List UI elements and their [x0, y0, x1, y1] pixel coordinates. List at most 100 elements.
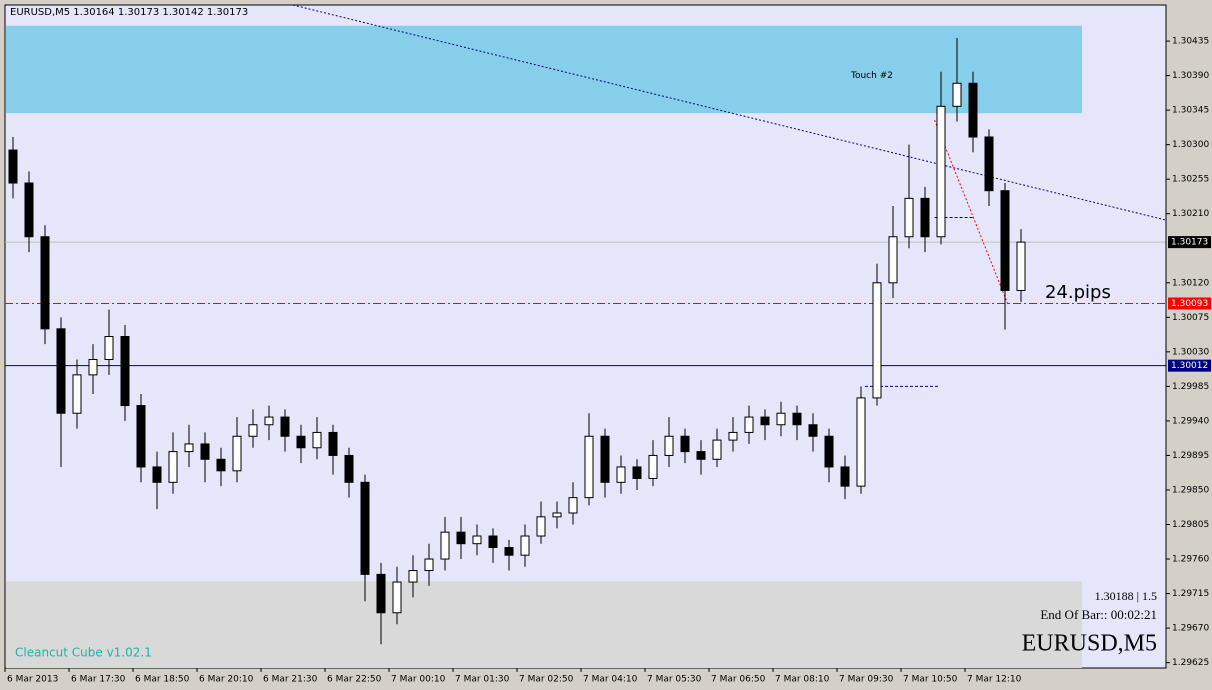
- candle-body: [392, 581, 402, 614]
- candle-body: [616, 466, 626, 483]
- price-box-label: 1.30012: [1171, 361, 1208, 371]
- candle-body: [408, 570, 418, 583]
- candle-body: [120, 336, 130, 407]
- candle-body: [792, 412, 802, 426]
- candle-body: [312, 431, 322, 449]
- candle-body: [568, 497, 578, 514]
- candle-body: [504, 547, 514, 556]
- candle-body: [840, 466, 850, 487]
- x-tick-label: 7 Mar 04:10: [583, 675, 638, 685]
- price-box: [1168, 297, 1211, 310]
- candle-body: [552, 512, 562, 518]
- y-tick-label: 1.29985: [1172, 382, 1209, 392]
- y-tick-label: 1.29940: [1172, 416, 1209, 426]
- x-tick-label: 7 Mar 10:50: [903, 675, 958, 685]
- y-tick-label: 1.30300: [1172, 140, 1209, 150]
- x-tick-label: 6 Mar 20:10: [199, 675, 254, 685]
- candle-body: [344, 454, 354, 483]
- candle-body: [200, 443, 210, 460]
- candle-body: [600, 435, 610, 483]
- candle-body: [280, 416, 290, 437]
- price-box: [1168, 236, 1211, 249]
- candle-body: [72, 374, 82, 414]
- zone-label: Touch #2: [850, 71, 893, 81]
- indicator-label: Cleancut Cube v1.02.1: [15, 646, 152, 660]
- candle-body: [760, 416, 770, 426]
- candle-body: [520, 535, 530, 556]
- y-tick-label: 1.29670: [1172, 624, 1209, 634]
- candle-body: [56, 328, 66, 414]
- y-tick-label: 1.30120: [1172, 278, 1209, 288]
- x-tick-label: 6 Mar 17:30: [71, 675, 126, 685]
- candle-body: [888, 236, 898, 284]
- x-tick-label: 7 Mar 08:10: [775, 675, 830, 685]
- candle-body: [1000, 190, 1010, 291]
- y-tick-label: 1.29760: [1172, 555, 1209, 565]
- zone: [6, 581, 1082, 668]
- x-tick-label: 7 Mar 01:30: [455, 675, 510, 685]
- candle-body: [360, 481, 370, 575]
- bar-timer: End Of Bar:: 00:02:21: [1040, 607, 1157, 622]
- candle-body: [1016, 241, 1026, 291]
- trend-line: [934, 119, 1009, 306]
- candle-body: [776, 412, 786, 426]
- x-tick-label: 6 Mar 21:30: [263, 675, 318, 685]
- candle-body: [248, 424, 258, 437]
- candle-body: [920, 197, 930, 238]
- candle-body: [904, 197, 914, 238]
- x-tick-label: 6 Mar 18:50: [135, 675, 190, 685]
- x-tick-label: 7 Mar 05:30: [647, 675, 702, 685]
- candle-body: [168, 451, 178, 483]
- candle-body: [184, 443, 194, 453]
- y-tick-label: 1.30030: [1172, 347, 1209, 357]
- symbol-label: EURUSD,M5: [1022, 631, 1157, 657]
- axes: 1.30435 1.30390 1.30345 1.30300 1.30255 1.302…: [4, 5, 1211, 685]
- x-tick-label: 7 Mar 09:30: [839, 675, 894, 685]
- candle-body: [952, 82, 962, 107]
- candle-body: [376, 573, 386, 614]
- candle-body: [536, 516, 546, 537]
- y-tick-label: 1.29850: [1172, 485, 1209, 495]
- candle-body: [88, 359, 98, 376]
- candle-body: [664, 435, 674, 456]
- candle-body: [968, 82, 978, 138]
- x-tick-label: 7 Mar 06:50: [711, 675, 766, 685]
- y-tick-label: 1.30075: [1172, 313, 1209, 323]
- candle-body: [872, 282, 882, 399]
- candle-body: [40, 236, 50, 330]
- zone: [6, 25, 1082, 114]
- y-tick-label: 1.29715: [1172, 589, 1209, 599]
- candle-body: [824, 435, 834, 468]
- candle-body: [8, 149, 18, 184]
- candle-body: [456, 531, 466, 545]
- candle-body: [424, 558, 434, 572]
- candle-body: [264, 416, 274, 426]
- candle-body: [136, 405, 146, 468]
- candle-body: [648, 454, 658, 479]
- y-tick-label: 1.30390: [1172, 71, 1209, 81]
- y-tick-label: 1.29805: [1172, 520, 1209, 530]
- candle-body: [808, 424, 818, 437]
- candle-body: [744, 416, 754, 433]
- chart-title: EURUSD,M5 1.30164 1.30173 1.30142 1.3017…: [10, 7, 248, 18]
- candle-body: [632, 466, 642, 479]
- candle-body: [24, 182, 34, 238]
- y-tick-label: 1.29625: [1172, 658, 1209, 668]
- y-tick-label: 1.29895: [1172, 451, 1209, 461]
- candle-body: [216, 458, 226, 472]
- x-tick-label: 7 Mar 00:10: [391, 675, 446, 685]
- candle-body: [296, 435, 306, 449]
- x-tick-label: 7 Mar 12:10: [967, 675, 1022, 685]
- spread-label: 1.30188 | 1.5: [1095, 589, 1157, 603]
- price-lines: [5, 241, 1166, 367]
- price-box-label: 1.30093: [1171, 299, 1208, 309]
- candle-body: [104, 336, 114, 361]
- candle-body: [712, 439, 722, 460]
- y-tick-label: 1.30435: [1172, 37, 1209, 47]
- candle-body: [984, 136, 994, 192]
- candle-body: [488, 535, 498, 549]
- x-tick-label: 6 Mar 22:50: [327, 675, 382, 685]
- price-box: [1168, 359, 1211, 372]
- trend-line: [292, 4, 1166, 221]
